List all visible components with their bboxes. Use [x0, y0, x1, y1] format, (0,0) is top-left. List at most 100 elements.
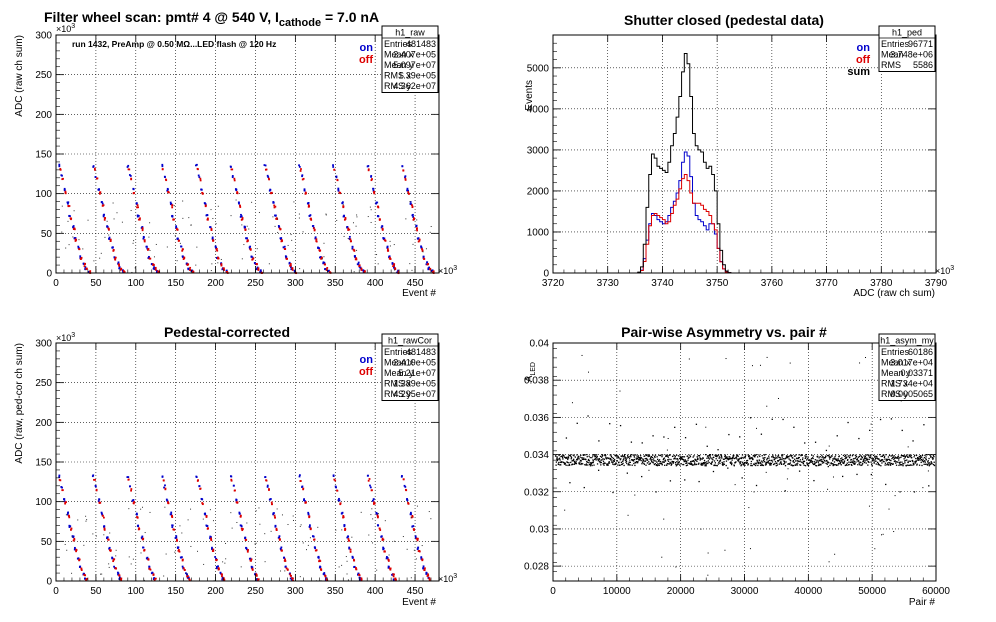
point [745, 454, 747, 456]
point [878, 458, 880, 460]
point [570, 461, 572, 464]
point-off [418, 238, 421, 241]
point [740, 461, 742, 463]
point [818, 464, 821, 466]
point [926, 454, 928, 456]
point [577, 457, 579, 460]
point-on [375, 511, 378, 514]
point [633, 454, 635, 457]
point [756, 456, 759, 458]
x-tick-label: 350 [327, 586, 344, 597]
point [658, 460, 660, 462]
point [664, 464, 666, 466]
point [844, 455, 846, 458]
point [690, 460, 692, 463]
x-tick-label: 60000 [922, 586, 950, 597]
y-tick-label: 4000 [527, 104, 550, 115]
point-transition [186, 573, 188, 575]
point [831, 463, 834, 465]
stats-value: 2.407e+05 [393, 50, 436, 60]
point [781, 458, 783, 461]
point [854, 463, 856, 465]
point-off [418, 549, 421, 552]
point [662, 458, 665, 461]
point [573, 455, 575, 457]
point-off [217, 568, 220, 571]
point [811, 454, 813, 456]
point-on [278, 536, 281, 539]
data-points [554, 354, 936, 576]
y-tick-label: 5000 [527, 63, 550, 74]
point-off [93, 478, 95, 481]
point [826, 454, 829, 457]
point-transition [371, 508, 373, 510]
point [698, 454, 701, 457]
point-off [201, 502, 204, 505]
point-on [357, 263, 360, 266]
point [700, 464, 703, 466]
point [573, 458, 575, 460]
point [667, 459, 669, 461]
plot-frame [552, 34, 937, 274]
point [763, 457, 765, 459]
point [747, 464, 749, 466]
outlier-point [756, 427, 758, 429]
point-off [283, 247, 286, 250]
point [931, 462, 933, 464]
point-on [303, 189, 306, 192]
point [932, 458, 934, 460]
point [897, 456, 899, 458]
point-transition [131, 271, 133, 273]
point [911, 464, 913, 466]
point [805, 453, 808, 456]
point-off [101, 514, 104, 517]
point-off [413, 529, 415, 532]
point [866, 454, 868, 456]
point [738, 461, 741, 463]
point-on [235, 499, 238, 502]
point [704, 465, 706, 467]
point [647, 454, 650, 456]
point-on [84, 266, 87, 268]
point-on [135, 513, 138, 516]
point [903, 455, 906, 457]
point [753, 454, 755, 457]
point-off [147, 248, 150, 250]
point-off [412, 217, 415, 220]
point-off [270, 501, 273, 504]
point [699, 459, 701, 461]
point [657, 458, 659, 461]
point [908, 454, 910, 456]
point-off [102, 204, 105, 207]
point [648, 461, 650, 463]
point-off [130, 489, 132, 492]
point-off [371, 178, 373, 180]
point-off [378, 527, 381, 530]
point [633, 462, 635, 465]
point [870, 455, 872, 457]
point-on [351, 247, 354, 250]
point [880, 465, 882, 467]
point-off [143, 239, 146, 241]
point [865, 462, 867, 464]
point [566, 456, 568, 459]
point-transition [99, 257, 101, 259]
point [852, 461, 854, 464]
point [706, 461, 708, 463]
point [632, 460, 635, 462]
point [600, 459, 602, 461]
outlier-point [888, 508, 890, 510]
point-off [206, 527, 209, 530]
point [883, 456, 886, 458]
point [776, 462, 778, 464]
point [920, 455, 922, 457]
point [632, 459, 634, 461]
point [909, 464, 912, 466]
point [625, 461, 627, 463]
point-off [118, 574, 121, 577]
point-off [325, 269, 328, 271]
point-on [377, 215, 379, 217]
point-on [346, 226, 349, 228]
point-off [80, 569, 83, 571]
